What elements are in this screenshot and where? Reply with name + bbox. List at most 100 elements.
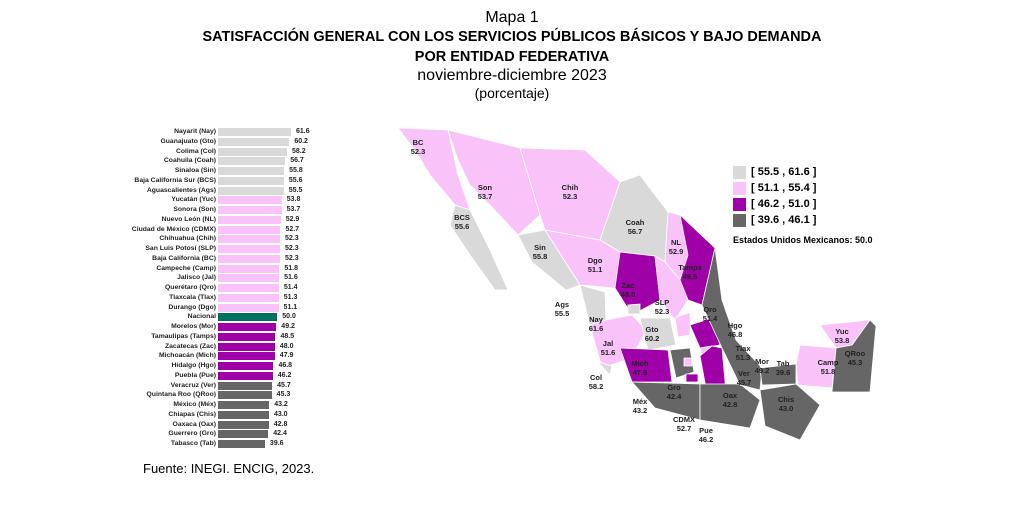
bar-row: Veracruz (Ver) 45.7 xyxy=(110,381,330,391)
bar xyxy=(218,196,282,205)
bar-value: 60.2 xyxy=(294,137,308,145)
bar-row: Ciudad de México (CDMX) 52.7 xyxy=(110,225,330,235)
bar-label: Nacional xyxy=(187,313,216,321)
legend-item: [ 46.2 , 51.0 ] xyxy=(733,196,816,212)
bar-label: Tlaxcala (Tlax) xyxy=(169,293,216,301)
national-value: Estados Unidos Mexicanos: 50.0 xyxy=(733,235,873,245)
state-value: 47.9 xyxy=(633,368,648,377)
bar xyxy=(218,303,279,312)
bar xyxy=(218,410,269,419)
bar-value: 46.2 xyxy=(277,371,292,379)
bar-value: 52.9 xyxy=(285,215,300,223)
bar-value: 55.5 xyxy=(288,186,303,194)
bar xyxy=(218,167,285,175)
legend-item: [ 39.6 , 46.1 ] xyxy=(733,212,816,228)
bar-row: Morelos (Mor) 49.2 xyxy=(110,322,330,332)
state-value: 42.4 xyxy=(667,392,682,401)
state-value: 43.0 xyxy=(779,404,794,413)
state-value: 51.8 xyxy=(821,367,836,376)
bar-row: Campeche (Camp) 51.8 xyxy=(110,264,330,274)
state-abbr: Camp xyxy=(818,358,839,367)
bar xyxy=(218,381,273,390)
state-gto xyxy=(639,317,677,351)
legend-item: [ 51.1 , 55.4 ] xyxy=(733,180,816,196)
map-number: Mapa 1 xyxy=(485,9,539,26)
period: noviembre-diciembre 2023 xyxy=(417,67,607,84)
state-zac xyxy=(614,251,661,316)
bar-row: Sonora (Son) 53.7 xyxy=(110,205,330,215)
bar-value: 56.7 xyxy=(290,157,304,165)
state-abbr: Chis xyxy=(778,395,794,404)
bar xyxy=(218,371,273,380)
bar-label: Querétaro (Qro) xyxy=(165,284,216,291)
bar-row: Nayarit (Nay) 61.6 xyxy=(110,127,330,137)
legend-swatch xyxy=(733,213,746,227)
bar-value: 48.5 xyxy=(280,332,295,340)
state-abbr: QRoo xyxy=(845,349,866,358)
state-camp xyxy=(795,344,837,389)
bar-label: Guerrero (Gro) xyxy=(168,430,216,438)
state-abbr: BC xyxy=(413,138,424,147)
bar xyxy=(218,206,282,214)
bar xyxy=(218,391,272,400)
bar-label: Tabasco (Tab) xyxy=(170,440,216,447)
bar-label: Chihuahua (Chih) xyxy=(159,235,216,243)
bar-label: Nayarit (Nay) xyxy=(174,128,216,135)
bar-row: Quintana Roo (QRoo) 45.3 xyxy=(110,390,330,400)
state-value: 39.6 xyxy=(776,368,791,377)
bar xyxy=(218,264,280,273)
state-abbr: Col xyxy=(590,373,602,382)
bar xyxy=(218,147,287,156)
state-qro xyxy=(674,311,691,338)
bar-value: 52.7 xyxy=(285,225,300,233)
bar-row: Tabasco (Tab) 39.6 xyxy=(110,439,330,449)
bar-label: Coahuila (Coah) xyxy=(163,157,216,165)
state-abbr: Oax xyxy=(723,391,738,400)
state-abbr: BCS xyxy=(454,213,470,222)
state-value: 51.3 xyxy=(736,353,751,362)
bar-label: Zacatecas (Zac) xyxy=(164,342,216,350)
chart-title-2: POR ENTIDAD FEDERATIVA xyxy=(414,49,610,65)
bar xyxy=(218,284,279,292)
bar-value: 51.8 xyxy=(284,264,298,272)
state-abbr: Yuc xyxy=(835,327,848,336)
unit: (porcentaje) xyxy=(474,85,550,101)
source-note: Fuente: INEGI. ENCIG, 2023. xyxy=(143,461,315,476)
bar-value: 43.0 xyxy=(273,410,288,418)
state-abbr: Mich xyxy=(631,359,649,368)
state-value: 48.0 xyxy=(621,290,636,299)
bar-label: Tamaulipas (Tamps) xyxy=(151,332,216,340)
bar-value: 55.8 xyxy=(289,167,303,174)
state-value: 55.6 xyxy=(455,222,470,231)
state-abbr: SLP xyxy=(655,298,670,307)
bar-value: 49.2 xyxy=(281,323,295,330)
bar-row: Michoacán (Mich) 47.9 xyxy=(110,351,330,361)
state-value: 42.8 xyxy=(723,400,738,409)
bar-row: México (Méx) 43.2 xyxy=(110,400,330,410)
state-value: 43.2 xyxy=(633,406,648,415)
state-value: 58.2 xyxy=(589,382,604,391)
state-abbr: NL xyxy=(671,238,681,247)
state-abbr: Sin xyxy=(534,243,546,252)
legend-label: [ 39.6 , 46.1 ] xyxy=(751,214,817,226)
bar-value: 42.8 xyxy=(273,420,288,428)
bar xyxy=(218,235,280,244)
state-abbr: Jal xyxy=(603,339,613,348)
bar xyxy=(218,440,265,448)
bar-row: Tamaulipas (Tamps) 48.5 xyxy=(110,332,330,342)
state-value: 49.2 xyxy=(755,366,770,375)
state-value: 53.7 xyxy=(478,192,493,201)
state-value: 55.8 xyxy=(533,252,548,261)
state-abbr: Hgo xyxy=(728,321,743,330)
bar-value: 55.6 xyxy=(288,176,303,184)
legend: [ 55.5 , 61.6 ] [ 51.1 , 55.4 ] [ 46.2 ,… xyxy=(733,164,816,228)
bar xyxy=(218,430,269,439)
bar xyxy=(218,225,281,234)
state-abbr: Zac xyxy=(622,281,635,290)
state-ags xyxy=(627,303,641,315)
state-sin xyxy=(517,229,581,291)
bar-value: 61.6 xyxy=(296,128,310,135)
bar-label: Morelos (Mor) xyxy=(171,323,216,330)
state-abbr: Nay xyxy=(589,315,604,324)
bar-label: Yucatán (Yuc) xyxy=(171,196,216,204)
